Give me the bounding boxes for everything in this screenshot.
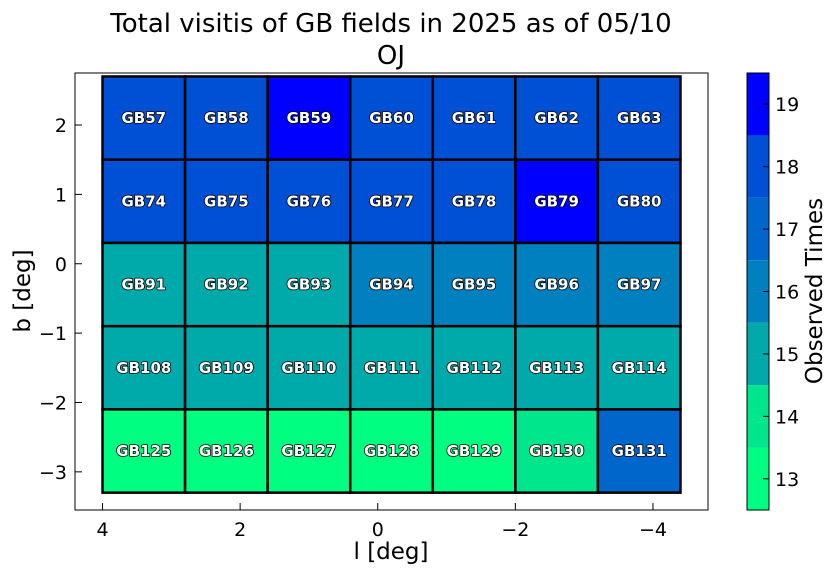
y-tick-label: −2 [39,392,67,414]
y-tick-label: 2 [55,115,67,137]
colorbar-segment [747,73,769,136]
colorbar-segment [747,260,769,323]
field-cell [596,408,682,494]
field-cell [266,241,352,328]
field-cell [596,158,682,245]
field-label: GB126 [199,442,254,460]
colorbar-segment [747,197,769,261]
y-tick-label: −3 [39,462,67,484]
field-cell [101,158,187,245]
field-cell [101,408,187,494]
field-label: GB94 [369,276,414,294]
field-label: GB108 [116,359,171,377]
field-label: GB62 [534,109,579,127]
chart-title: Total visitis of GB fields in 2025 as of… [109,9,671,39]
field-label: GB131 [612,442,667,460]
field-label: GB114 [612,359,667,377]
x-tick-label: 4 [96,519,108,541]
colorbar: 13 14 15 16 17 18 19 [746,72,799,511]
x-axis-label: l [deg] [354,539,429,565]
field-cell [101,75,187,161]
field-cell [431,158,517,245]
field-label: GB111 [364,359,419,377]
field-label: GB127 [281,442,336,460]
y-axis-label: b [deg] [10,249,36,332]
field-cell [101,324,187,411]
field-label: GB93 [287,276,332,294]
field-label: GB75 [204,192,249,210]
colorbar-label: Observed Times [802,198,828,384]
colorbar-tick-label: 16 [775,282,799,304]
x-tick-label: 2 [234,519,246,541]
colorbar-tick-label: 14 [775,406,799,428]
field-label: GB74 [121,192,166,210]
field-label: GB129 [447,442,502,460]
field-label: GB59 [287,109,332,127]
field-label: GB78 [452,192,497,210]
field-label: GB110 [281,359,336,377]
field-label: GB113 [529,359,584,377]
y-axis-ticks: 2 1 0 −1 −2 −3 [39,115,82,484]
field-cell [431,241,517,328]
field-label: GB92 [204,276,249,294]
colorbar-tick-label: 18 [775,157,799,179]
x-tick-label: −2 [501,519,529,541]
field-label: GB61 [452,109,497,127]
colorbar-tick-label: 15 [775,344,799,366]
y-tick-label: −1 [39,323,67,345]
axes-frame [74,72,709,511]
field-label: GB91 [121,276,166,294]
field-cell [596,241,682,328]
y-tick-label: 1 [55,184,67,206]
colorbar-segment [747,385,769,448]
field-label: GB97 [617,276,662,294]
field-cell [514,324,600,411]
field-cell [514,408,600,494]
colorbar-tick-label: 17 [775,219,799,241]
field-label: GB76 [287,192,332,210]
x-tick-label: −4 [639,519,667,541]
field-label: GB109 [199,359,254,377]
colorbar-tick-label: 19 [775,94,799,116]
colorbar-segment [747,447,769,510]
field-label: GB79 [534,192,579,210]
field-label: GB128 [364,442,419,460]
x-tick-label: 0 [372,519,384,541]
chart-subtitle: OJ [377,41,405,71]
field-cell [183,241,269,328]
x-axis-ticks: 4 2 0 −2 −4 [96,503,667,541]
field-label: GB57 [121,109,166,127]
field-label: GB96 [534,276,579,294]
colorbar-segment [747,322,769,386]
field-label: GB60 [369,109,414,127]
field-label: GB112 [447,359,502,377]
field-label: GB95 [452,276,497,294]
field-cell [266,408,352,494]
field-cell [183,75,269,161]
field-label: GB58 [204,109,249,127]
field-label: GB77 [369,192,414,210]
colorbar-segment [747,135,769,198]
field-label: GB125 [116,442,171,460]
field-cell [183,324,269,411]
field-label: GB80 [617,192,662,210]
y-tick-label: 0 [55,254,67,276]
field-cell [514,75,600,161]
field-label: GB63 [617,109,662,127]
field-cell [266,158,352,245]
field-cell [514,241,600,328]
colorbar-tick-label: 13 [775,469,799,491]
field-label: GB130 [529,442,584,460]
plot-area: GB57 GB58 GB59 GB60 GB61 GB62 GB63 GB74 GB75 GB76… [101,75,682,494]
